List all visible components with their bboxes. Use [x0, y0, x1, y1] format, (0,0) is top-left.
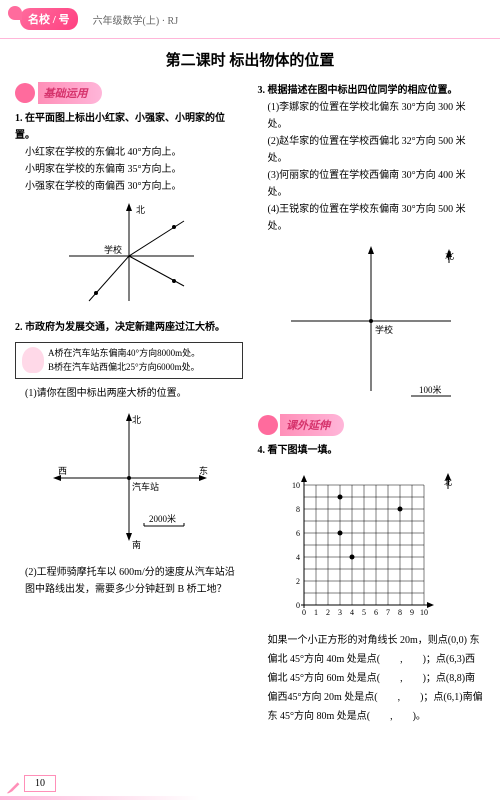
pencil-icon — [5, 777, 23, 795]
svg-text:8: 8 — [398, 608, 402, 617]
q1-line-1: 小红家在学校的东偏北 40°方向上。 — [25, 144, 243, 161]
badge-extend-label: 课外延伸 — [280, 414, 344, 436]
question-1: 1. 在平面图上标出小红家、小强家、小明家的位置。 小红家在学校的东偏北 40°… — [15, 110, 243, 311]
svg-text:8: 8 — [296, 505, 300, 514]
q1-stem: 1. 在平面图上标出小红家、小强家、小明家的位置。 — [15, 110, 243, 144]
bridge-a-text: A桥在汽车站东偏南40°方向8000m处。 — [48, 347, 200, 361]
q2-sub2: (2)工程师骑摩托车以 600m/分的速度从汽车站沿图中路线出发，需要多少分钟赶… — [25, 564, 243, 598]
q2-diagram: 北 南 东 西 汽车站 2000米 — [44, 408, 214, 558]
badge-mascot-icon — [258, 415, 278, 435]
svg-text:3: 3 — [338, 608, 342, 617]
svg-text:6: 6 — [296, 529, 300, 538]
svg-text:学校: 学校 — [375, 324, 393, 335]
question-3: 3. 根据描述在图中标出四位同学的相应位置。 (1)李娜家的位置在学校北偏东 3… — [258, 82, 486, 406]
q2-sub1: (1)请你在图中标出两座大桥的位置。 — [25, 385, 243, 402]
bridge-info-box: A桥在汽车站东偏南40°方向8000m处。 B桥在汽车站西偏北25°方向6000… — [15, 342, 243, 379]
svg-text:9: 9 — [410, 608, 414, 617]
left-column: 基础运用 1. 在平面图上标出小红家、小强家、小明家的位置。 小红家在学校的东偏… — [15, 82, 243, 734]
right-column: 3. 根据描述在图中标出四位同学的相应位置。 (1)李娜家的位置在学校北偏东 3… — [258, 82, 486, 734]
q2-stem: 2. 市政府为发展交通，决定新建两座过江大桥。 — [15, 319, 243, 336]
q1-diagram: 北 学校 — [54, 201, 204, 311]
svg-text:学校: 学校 — [104, 244, 122, 255]
svg-text:0: 0 — [302, 608, 306, 617]
q1-line-3: 小强家在学校的南偏西 30°方向上。 — [25, 178, 243, 195]
breadcrumb: 六年级数学(上) · RJ — [93, 12, 179, 27]
svg-text:100米: 100米 — [419, 384, 442, 395]
q3-item-4: (4)王锐家的位置在学校东偏南 30°方向 500 米处。 — [268, 201, 486, 235]
q3-diagram: 北 学校 100米 — [281, 241, 461, 406]
extend-section-badge: 课外延伸 — [258, 414, 345, 436]
page-title: 第二课时 标出物体的位置 — [0, 49, 500, 70]
q3-stem: 3. 根据描述在图中标出四位同学的相应位置。 — [258, 82, 486, 99]
svg-text:2000米: 2000米 — [149, 513, 176, 524]
q3-item-2: (2)赵华家的位置在学校西偏北 32°方向 500 米处。 — [268, 133, 486, 167]
question-2: 2. 市政府为发展交通，决定新建两座过江大桥。 A桥在汽车站东偏南40°方向80… — [15, 319, 243, 598]
logo-badge: 名校 / 号 — [20, 8, 78, 30]
svg-text:5: 5 — [362, 608, 366, 617]
svg-text:2: 2 — [296, 577, 300, 586]
footer-decoration — [0, 796, 500, 800]
bridge-b-text: B桥在汽车站西偏北25°方向6000m处。 — [48, 361, 200, 375]
svg-text:0: 0 — [296, 601, 300, 610]
boy-avatar-icon — [22, 347, 44, 373]
q4-stem: 4. 看下图填一填。 — [258, 442, 486, 459]
badge-basic-label: 基础运用 — [38, 82, 102, 104]
svg-text:北: 北 — [132, 415, 141, 425]
svg-text:2: 2 — [326, 608, 330, 617]
svg-text:4: 4 — [296, 553, 300, 562]
badge-mascot-icon — [15, 83, 35, 103]
q4-text: 如果一个小正方形的对角线长 20m，则点(0,0) 东偏北 45°方向 40m … — [268, 631, 486, 726]
question-4: 4. 看下图填一填。 0012234456678891010北 如果一个小正方形… — [258, 442, 486, 726]
svg-text:西: 西 — [58, 466, 67, 476]
svg-text:10: 10 — [292, 481, 300, 490]
svg-text:南: 南 — [132, 539, 141, 550]
svg-text:东: 东 — [199, 465, 208, 476]
page-number: 10 — [24, 775, 56, 792]
svg-text:北: 北 — [136, 205, 145, 215]
page-header: 名校 / 号 六年级数学(上) · RJ — [0, 0, 500, 38]
svg-text:汽车站: 汽车站 — [132, 481, 159, 492]
q1-line-2: 小明家在学校的东偏南 35°方向上。 — [25, 161, 243, 178]
svg-text:10: 10 — [420, 608, 428, 617]
svg-text:4: 4 — [350, 608, 354, 617]
svg-text:7: 7 — [386, 608, 390, 617]
q3-item-3: (3)何丽家的位置在学校西偏南 30°方向 400 米处。 — [268, 167, 486, 201]
svg-text:1: 1 — [314, 608, 318, 617]
basic-section-badge: 基础运用 — [15, 82, 102, 104]
q3-item-1: (1)李娜家的位置在学校北偏东 30°方向 300 米处。 — [268, 99, 486, 133]
svg-text:6: 6 — [374, 608, 378, 617]
q4-grid: 0012234456678891010北 — [276, 465, 466, 625]
